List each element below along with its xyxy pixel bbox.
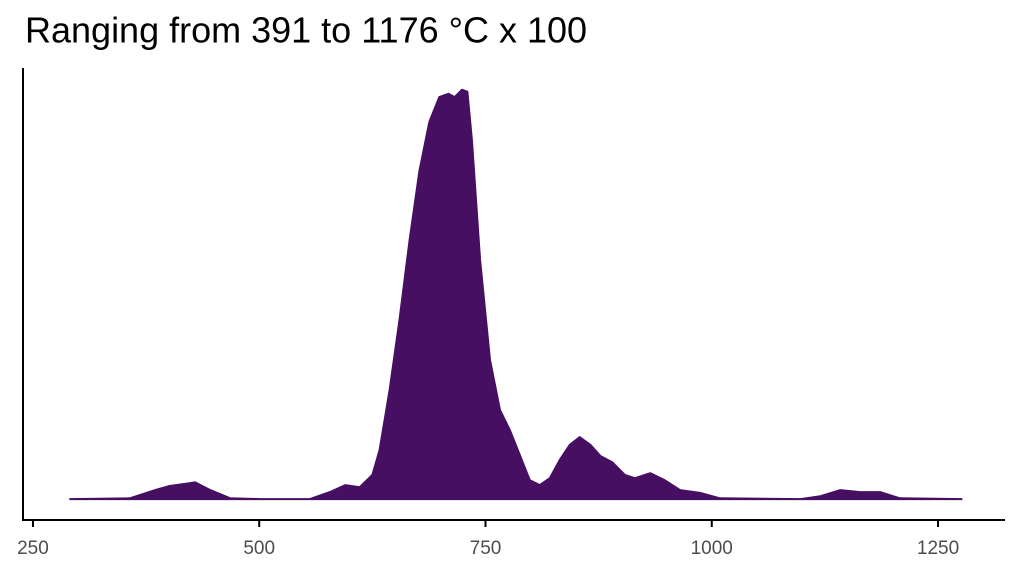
x-tick-label: 250 (17, 538, 49, 559)
density-area (69, 88, 963, 501)
x-tick-label: 750 (470, 538, 502, 559)
x-tick-label: 1000 (691, 538, 733, 559)
chart-title: Ranging from 391 to 1176 °C x 100 (25, 10, 587, 51)
x-tick-label: 1250 (917, 538, 959, 559)
x-tick-label: 500 (243, 538, 275, 559)
